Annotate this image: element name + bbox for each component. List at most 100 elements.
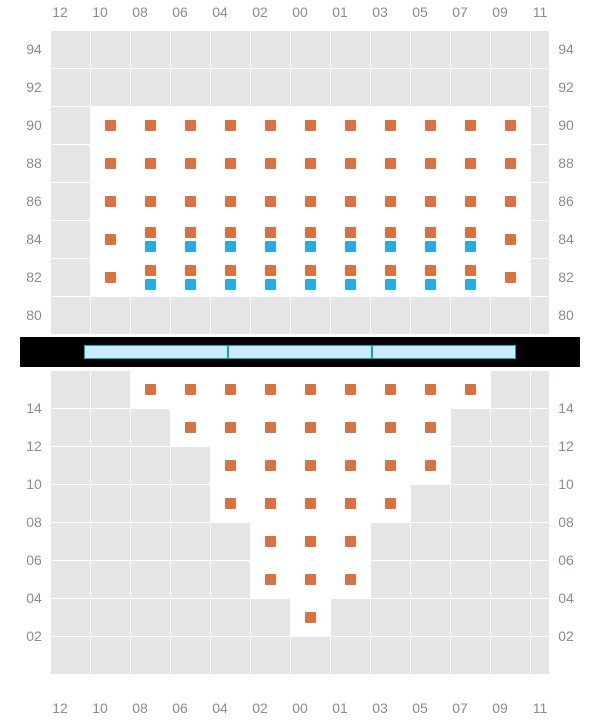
seat-cell[interactable] bbox=[210, 446, 250, 484]
seat-cell[interactable] bbox=[210, 182, 250, 220]
seat-cell[interactable] bbox=[90, 182, 130, 220]
seat-cell[interactable] bbox=[250, 144, 290, 182]
seat-cell[interactable] bbox=[370, 370, 410, 408]
seat-cell[interactable] bbox=[250, 182, 290, 220]
row-label: 12 bbox=[22, 438, 46, 454]
seat-cell[interactable] bbox=[170, 220, 210, 258]
seat-cell[interactable] bbox=[170, 182, 210, 220]
seat-cell[interactable] bbox=[410, 182, 450, 220]
seat-cell[interactable] bbox=[250, 408, 290, 446]
seat-cell[interactable] bbox=[210, 144, 250, 182]
seat-cell[interactable] bbox=[490, 144, 530, 182]
seat-cell[interactable] bbox=[250, 258, 290, 296]
seat-cell[interactable] bbox=[130, 220, 170, 258]
seat-cell[interactable] bbox=[130, 106, 170, 144]
seat-cell[interactable] bbox=[410, 258, 450, 296]
seat-cell[interactable] bbox=[170, 370, 210, 408]
seat-cell[interactable] bbox=[330, 522, 370, 560]
seat-cell[interactable] bbox=[130, 370, 170, 408]
seat-cell[interactable] bbox=[330, 484, 370, 522]
seat-marker bbox=[385, 422, 396, 433]
seat-cell[interactable] bbox=[250, 106, 290, 144]
seat-cell[interactable] bbox=[490, 220, 530, 258]
seat-cell[interactable] bbox=[290, 484, 330, 522]
seat-cell[interactable] bbox=[250, 484, 290, 522]
seat-cell[interactable] bbox=[290, 408, 330, 446]
seat-cell[interactable] bbox=[330, 370, 370, 408]
seat-cell[interactable] bbox=[290, 560, 330, 598]
seat-cell[interactable] bbox=[410, 220, 450, 258]
seat-cell[interactable] bbox=[250, 446, 290, 484]
seat-cell[interactable] bbox=[170, 258, 210, 296]
seat-cell[interactable] bbox=[370, 484, 410, 522]
seat-cell[interactable] bbox=[450, 106, 490, 144]
seat-cell[interactable] bbox=[330, 408, 370, 446]
seat-cell[interactable] bbox=[370, 220, 410, 258]
seat-marker bbox=[145, 241, 156, 252]
seat-cell[interactable] bbox=[210, 370, 250, 408]
seat-cell[interactable] bbox=[170, 408, 210, 446]
seat-cell[interactable] bbox=[130, 182, 170, 220]
seat-cell[interactable] bbox=[450, 258, 490, 296]
seat-cell[interactable] bbox=[330, 220, 370, 258]
seat-cell[interactable] bbox=[90, 258, 130, 296]
seat-cell[interactable] bbox=[90, 144, 130, 182]
seat-cell[interactable] bbox=[370, 258, 410, 296]
seat-marker bbox=[305, 196, 316, 207]
row-label: 86 bbox=[22, 193, 46, 209]
seat-cell[interactable] bbox=[490, 106, 530, 144]
seat-cell[interactable] bbox=[370, 182, 410, 220]
seat-cell[interactable] bbox=[210, 484, 250, 522]
seat-cell[interactable] bbox=[290, 182, 330, 220]
seat-cell[interactable] bbox=[290, 258, 330, 296]
seat-cell[interactable] bbox=[330, 144, 370, 182]
seat-cell[interactable] bbox=[370, 446, 410, 484]
seat-cell[interactable] bbox=[290, 522, 330, 560]
seat-cell[interactable] bbox=[130, 144, 170, 182]
seat-cell[interactable] bbox=[450, 144, 490, 182]
seat-cell[interactable] bbox=[450, 182, 490, 220]
seat-cell[interactable] bbox=[330, 446, 370, 484]
seat-cell[interactable] bbox=[250, 522, 290, 560]
top-panel bbox=[20, 30, 580, 335]
seat-cell[interactable] bbox=[290, 106, 330, 144]
seat-cell[interactable] bbox=[450, 370, 490, 408]
seat-marker bbox=[345, 279, 356, 290]
seat-cell[interactable] bbox=[330, 182, 370, 220]
seat-cell[interactable] bbox=[290, 220, 330, 258]
seat-cell[interactable] bbox=[250, 370, 290, 408]
seat-cell[interactable] bbox=[210, 408, 250, 446]
seat-cell[interactable] bbox=[210, 258, 250, 296]
seat-cell[interactable] bbox=[210, 106, 250, 144]
seat-cell[interactable] bbox=[330, 258, 370, 296]
seat-cell[interactable] bbox=[90, 220, 130, 258]
seat-cell[interactable] bbox=[290, 446, 330, 484]
seat-cell[interactable] bbox=[130, 258, 170, 296]
seat-marker bbox=[225, 120, 236, 131]
seat-cell[interactable] bbox=[410, 370, 450, 408]
seat-cell[interactable] bbox=[450, 220, 490, 258]
column-label: 03 bbox=[360, 700, 400, 716]
seat-cell[interactable] bbox=[490, 182, 530, 220]
seat-cell[interactable] bbox=[290, 370, 330, 408]
seat-cell[interactable] bbox=[370, 106, 410, 144]
seat-cell[interactable] bbox=[370, 408, 410, 446]
seat-cell[interactable] bbox=[90, 106, 130, 144]
seat-cell[interactable] bbox=[250, 220, 290, 258]
seat-cell[interactable] bbox=[410, 408, 450, 446]
seat-cell[interactable] bbox=[410, 106, 450, 144]
seat-cell[interactable] bbox=[370, 144, 410, 182]
seat-marker bbox=[145, 384, 156, 395]
seat-cell[interactable] bbox=[330, 106, 370, 144]
seat-cell[interactable] bbox=[170, 144, 210, 182]
seat-cell[interactable] bbox=[410, 144, 450, 182]
seat-cell[interactable] bbox=[210, 220, 250, 258]
seat-cell[interactable] bbox=[490, 258, 530, 296]
seat-cell[interactable] bbox=[330, 560, 370, 598]
seat-cell[interactable] bbox=[410, 446, 450, 484]
seat-cell[interactable] bbox=[290, 598, 330, 636]
seat-cell[interactable] bbox=[250, 560, 290, 598]
row-label: 90 bbox=[554, 117, 578, 133]
seat-cell[interactable] bbox=[170, 106, 210, 144]
seat-cell[interactable] bbox=[290, 144, 330, 182]
